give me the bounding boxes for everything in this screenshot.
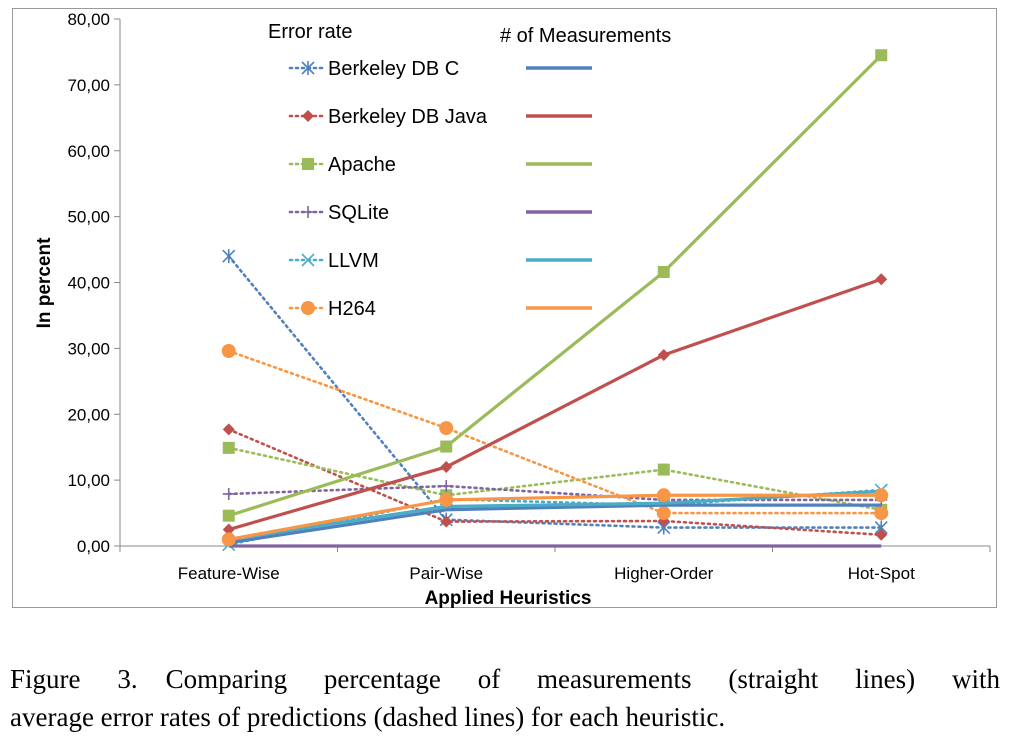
measurement-point	[222, 523, 235, 536]
legend-header-measurements: # of Measurements	[500, 25, 671, 47]
measurement-point	[657, 265, 670, 278]
error-point	[222, 487, 235, 500]
legend-entry-llvm: LLVM	[288, 250, 592, 272]
x-tick-label: Hot-Spot	[848, 564, 915, 583]
measurement-series-berkeley-db-java	[222, 273, 888, 536]
caption-line-1: Comparing percentage of measurements (st…	[165, 664, 1000, 694]
legend-entry-berkeley-db-c: Berkeley DB C	[288, 58, 592, 80]
error-series-berkeley-db-java	[222, 423, 888, 541]
error-point	[874, 506, 889, 521]
measurement-series-apache	[222, 49, 888, 522]
error-point	[222, 441, 235, 454]
y-tick-label: 80,00	[67, 10, 110, 29]
y-tick-label: 20,00	[67, 405, 110, 424]
legend-label: LLVM	[328, 250, 379, 272]
measurement-point	[874, 488, 889, 503]
error-line	[227, 349, 883, 515]
measurement-point	[875, 49, 888, 62]
axes: 0,00 10,00 20,00 30,00 40,00 50,00 60,00 70,00 8…	[67, 10, 991, 583]
measurement-point	[440, 460, 453, 473]
y-tick-label: 10,00	[67, 471, 110, 490]
legend-marker	[302, 158, 314, 170]
legend-entry-apache: Apache	[288, 154, 592, 176]
measurement-line	[228, 493, 882, 541]
measurement-point	[656, 488, 671, 503]
figure-frame	[12, 8, 997, 608]
legend-marker	[302, 110, 314, 122]
legend-entry-h264: H264	[288, 298, 592, 320]
legend-header-error-rate: Error rate	[268, 21, 352, 43]
error-line	[227, 428, 883, 537]
legend-marker	[301, 301, 315, 315]
figure-caption: Figure 3. Comparing percentage of measure…	[10, 660, 1000, 736]
legend-label: Apache	[328, 154, 396, 176]
error-point	[222, 423, 235, 436]
x-axis-title: Applied Heuristics	[425, 588, 592, 609]
legend-label: Berkeley DB Java	[328, 106, 488, 128]
error-line	[227, 484, 883, 502]
legend: Berkeley DB C Berkeley DB Java Apache SQLit…	[288, 58, 592, 320]
error-point	[440, 480, 453, 493]
error-point	[875, 528, 888, 541]
legend-marker	[301, 253, 315, 267]
measurement-line	[228, 277, 882, 532]
measurement-series-llvm	[228, 489, 882, 541]
error-point	[439, 421, 454, 436]
error-series-berkeley-db-c	[222, 249, 888, 535]
legend-label: Berkeley DB C	[328, 58, 459, 80]
measurement-point	[440, 440, 453, 453]
legend-entry-sqlite: SQLite	[288, 202, 592, 224]
caption-line-2: average error rates of predictions (dash…	[10, 702, 726, 732]
y-tick-label: 70,00	[67, 76, 110, 95]
measurement-point	[657, 348, 670, 361]
measurement-point	[221, 532, 236, 547]
measurement-series-berkeley-db-c	[228, 503, 882, 545]
y-tick-label: 50,00	[67, 208, 110, 227]
x-tick-label: Higher-Order	[614, 564, 714, 583]
legend-label: H264	[328, 298, 376, 320]
y-tick-label: 40,00	[67, 274, 110, 293]
series-lines	[221, 49, 889, 552]
caption-label: Figure 3.	[10, 664, 138, 694]
x-tick-label: Pair-Wise	[409, 564, 483, 583]
measurement-point	[222, 509, 235, 522]
error-point	[656, 506, 671, 521]
error-point	[440, 515, 453, 528]
measurement-point	[875, 273, 888, 286]
error-point	[222, 249, 236, 264]
line-chart: 0,00 10,00 20,00 30,00 40,00 50,00 60,00 70,00 8…	[34, 10, 991, 609]
x-tick-label: Feature-Wise	[178, 564, 280, 583]
y-axis-title: In percent	[34, 237, 55, 328]
legend-marker	[302, 206, 314, 218]
error-line	[227, 446, 883, 512]
error-line	[227, 254, 883, 529]
y-tick-label: 30,00	[67, 339, 110, 358]
legend-entry-berkeley-db-java: Berkeley DB Java	[288, 106, 592, 128]
error-series-h264	[221, 344, 889, 521]
error-point	[657, 463, 670, 476]
legend-label: SQLite	[328, 202, 389, 224]
measurement-series-h264	[221, 488, 889, 547]
measurement-line	[228, 489, 882, 541]
error-point	[221, 344, 236, 359]
measurement-point	[439, 492, 454, 507]
measurement-line	[228, 54, 883, 518]
y-tick-label: 0,00	[77, 537, 110, 556]
legend-marker	[301, 61, 315, 75]
y-tick-label: 60,00	[67, 142, 110, 161]
measurement-line	[228, 503, 882, 545]
